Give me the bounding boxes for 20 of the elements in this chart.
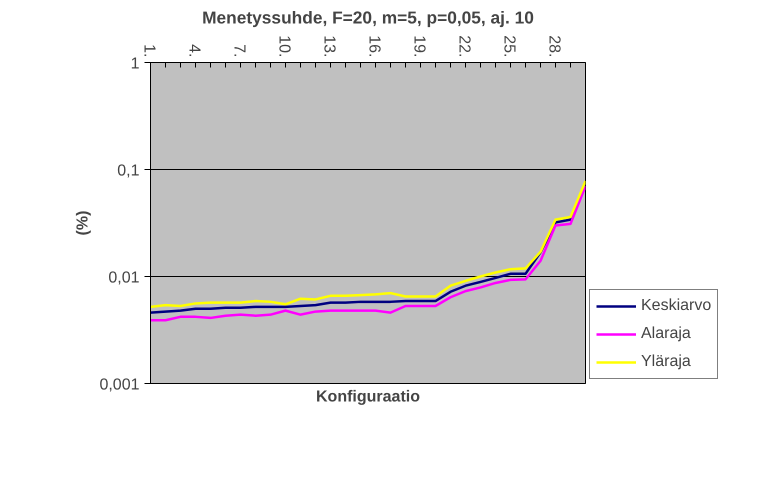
chart-title: Menetyssuhde, F=20, m=5, p=0,05, aj. 10 (202, 8, 534, 28)
x-tick-label: 1. (140, 44, 158, 58)
x-axis-title: Konfiguraatio (316, 388, 420, 406)
x-tick-label: 19. (410, 35, 428, 58)
y-tick-label: 1 (130, 56, 140, 72)
y-tick-label: 0,01 (108, 270, 140, 286)
y-axis-title: (%) (74, 210, 92, 236)
y-tick-label: 0,001 (99, 376, 140, 394)
y-tick-label: 0,1 (117, 162, 140, 180)
x-tick-label: 10. (276, 35, 292, 58)
x-tick-label: 25. (500, 35, 518, 58)
legend-label: Alaraja (641, 325, 691, 343)
x-tick-label: 7. (230, 44, 248, 58)
x-tick-label: 4. (186, 44, 202, 58)
x-tick-label: 28. (546, 35, 562, 58)
x-tick-label: 22. (456, 35, 472, 58)
legend-label: Yläraja (641, 353, 691, 371)
x-tick-label: 16. (366, 35, 382, 58)
x-tick-label: 13. (320, 35, 338, 58)
legend-label: Keskiarvo (641, 297, 712, 315)
